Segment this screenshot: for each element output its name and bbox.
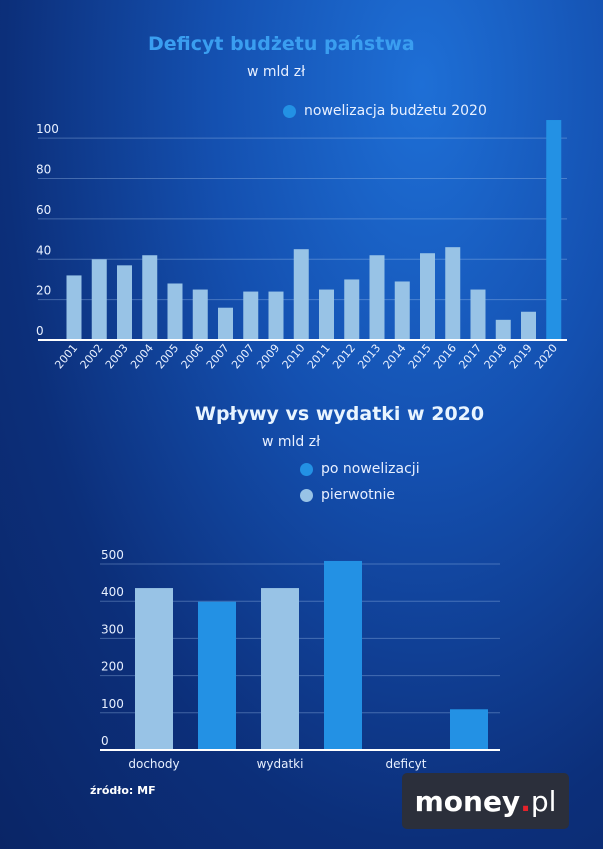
chart2-legend-label-po-nowelizacji: po nowelizacji [321, 461, 420, 477]
chart1-legend-item: nowelizacja budżetu 2020 [283, 103, 487, 119]
chart2-legend-dot-po-nowelizacji [300, 462, 313, 476]
chart1-deficit-bar-chart: 0204060801002001200220032004200520062007… [36, 120, 567, 371]
chart2-x-tick-label: deficyt [386, 757, 427, 771]
chart2-x-tick-label: wydatki [257, 757, 304, 771]
chart1-title: Deficyt budżetu państwa [148, 33, 415, 55]
chart1-bar [495, 319, 511, 340]
chart1-y-tick-label: 40 [36, 243, 51, 257]
chart2-title: Wpływy vs wydatki w 2020 [195, 403, 485, 425]
logo-pl-text: pl [530, 784, 557, 818]
chart2-y-tick-label: 200 [101, 660, 124, 674]
chart1-bar [293, 249, 309, 340]
chart2-x-tick-label: dochody [128, 757, 179, 771]
chart1-y-tick-label: 20 [36, 284, 51, 298]
chart1-bar [91, 259, 107, 340]
chart1-y-tick-label: 80 [36, 163, 51, 177]
chart1-bar [369, 255, 385, 340]
chart2-legend-label-pierwotnie: pierwotnie [321, 487, 396, 503]
chart1-y-tick-label: 60 [36, 203, 51, 217]
chart2-y-tick-label: 100 [101, 697, 124, 711]
chart2-subtitle: w mld zł [262, 434, 321, 450]
chart1-bar [470, 289, 486, 340]
chart1-y-tick-label: 100 [36, 122, 59, 136]
chart2-bar [450, 709, 488, 750]
chart2-y-tick-label: 400 [101, 585, 124, 599]
chart1-bar [243, 291, 259, 340]
chart1-bar [420, 253, 435, 340]
chart1-bar [394, 281, 410, 340]
chart2-bar [135, 588, 173, 750]
chart1-y-tick-label: 0 [36, 324, 44, 338]
chart1-bar [344, 279, 360, 340]
chart1-subtitle: w mld zł [247, 64, 306, 80]
logo-money-text: money [414, 784, 521, 818]
chart2-legend-item-po-nowelizacji: po nowelizacji [300, 461, 420, 477]
chart1-bar [66, 275, 82, 340]
chart1-bar [218, 307, 233, 340]
chart1-bar [117, 265, 132, 340]
chart2-legend-dot-pierwotnie [300, 488, 313, 502]
chart1-bar [445, 247, 461, 340]
chart1-bar [268, 291, 284, 340]
chart2-y-tick-label: 500 [101, 548, 124, 562]
chart2-y-tick-label: 300 [101, 622, 124, 636]
logo-dot: . [520, 784, 531, 818]
chart1-bar [319, 289, 334, 340]
money-pl-logo: money. pl [402, 773, 569, 829]
chart1-legend-label: nowelizacja budżetu 2020 [304, 103, 487, 119]
chart1-bar [521, 311, 536, 340]
chart1-bar [167, 283, 183, 340]
chart1-bar [546, 120, 562, 340]
chart2-bar [261, 588, 299, 750]
chart1-bar [142, 255, 158, 340]
chart2-bar [198, 601, 236, 750]
chart1-legend-dot [283, 104, 296, 118]
chart2-bar [324, 560, 362, 750]
chart1-bar [192, 289, 208, 340]
chart2-legend-item-pierwotnie: pierwotnie [300, 487, 395, 503]
source-note: źródło: MF [90, 784, 156, 797]
chart2-y-tick-label: 0 [101, 734, 109, 748]
